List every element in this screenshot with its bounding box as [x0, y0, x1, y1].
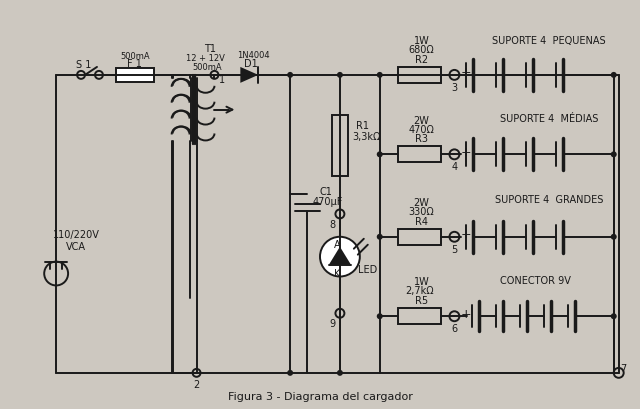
- Text: C1: C1: [320, 187, 333, 197]
- Text: A: A: [333, 239, 340, 249]
- Circle shape: [211, 72, 218, 80]
- Circle shape: [611, 73, 617, 79]
- Text: Figura 3 - Diagrama del cargador: Figura 3 - Diagrama del cargador: [228, 391, 412, 401]
- Circle shape: [449, 150, 460, 160]
- Circle shape: [377, 313, 383, 319]
- Text: F 1: F 1: [127, 59, 142, 69]
- Circle shape: [320, 237, 360, 277]
- Text: 110/220V: 110/220V: [52, 229, 99, 239]
- Circle shape: [449, 71, 460, 81]
- Circle shape: [377, 152, 383, 158]
- Text: 5: 5: [451, 244, 458, 254]
- Circle shape: [44, 262, 68, 286]
- Text: 2: 2: [193, 379, 200, 389]
- Bar: [397, 147, 442, 163]
- Circle shape: [449, 232, 460, 242]
- Text: 500mA: 500mA: [193, 63, 222, 72]
- Text: 470μF: 470μF: [313, 197, 344, 207]
- Text: +: +: [461, 146, 472, 158]
- Bar: [397, 229, 442, 245]
- Bar: [116, 69, 154, 83]
- Circle shape: [287, 73, 293, 79]
- Text: 6: 6: [451, 324, 458, 333]
- Text: VCA: VCA: [66, 241, 86, 251]
- Text: 500mA: 500mA: [120, 52, 150, 61]
- Circle shape: [377, 73, 383, 79]
- Text: 8: 8: [329, 219, 335, 229]
- Circle shape: [611, 234, 617, 240]
- Bar: [397, 308, 442, 324]
- Text: 1N4004: 1N4004: [237, 50, 269, 59]
- Polygon shape: [329, 247, 351, 265]
- Text: SUPORTE 4  PEQUENAS: SUPORTE 4 PEQUENAS: [492, 36, 606, 46]
- Text: CONECTOR 9V: CONECTOR 9V: [500, 276, 570, 286]
- Circle shape: [611, 313, 617, 319]
- Circle shape: [377, 234, 383, 240]
- Text: SUPORTE 4  MÉDIAS: SUPORTE 4 MÉDIAS: [500, 113, 598, 123]
- Circle shape: [449, 312, 460, 321]
- Bar: [397, 68, 442, 83]
- Text: 9: 9: [329, 319, 335, 328]
- Text: R1: R1: [356, 120, 369, 130]
- Circle shape: [335, 210, 344, 219]
- Circle shape: [95, 72, 103, 80]
- Text: +: +: [461, 307, 472, 320]
- Text: K: K: [333, 268, 340, 278]
- Text: D1: D1: [244, 59, 258, 69]
- Text: R3: R3: [415, 134, 428, 144]
- Text: R2: R2: [415, 55, 428, 65]
- Text: +: +: [461, 228, 472, 241]
- Text: 2W: 2W: [413, 198, 429, 207]
- Text: T1: T1: [204, 44, 216, 54]
- Text: 470Ω: 470Ω: [408, 124, 435, 134]
- Text: LED: LED: [358, 264, 378, 274]
- Text: S 1: S 1: [76, 60, 92, 70]
- Text: 3: 3: [451, 83, 458, 92]
- Text: 3,3kΩ: 3,3kΩ: [352, 132, 380, 142]
- Text: 330Ω: 330Ω: [409, 207, 435, 216]
- Text: R4: R4: [415, 216, 428, 226]
- Text: 4: 4: [451, 162, 458, 172]
- Circle shape: [287, 370, 293, 376]
- Text: 12 + 12V: 12 + 12V: [186, 54, 225, 63]
- Text: SUPORTE 4  GRANDES: SUPORTE 4 GRANDES: [495, 195, 603, 204]
- Text: 2,7kΩ: 2,7kΩ: [405, 286, 434, 296]
- Text: +: +: [461, 66, 472, 79]
- Text: 680Ω: 680Ω: [409, 45, 435, 55]
- Polygon shape: [241, 68, 259, 83]
- Circle shape: [614, 368, 623, 378]
- Bar: [332, 115, 348, 177]
- Circle shape: [77, 72, 85, 80]
- Text: 7: 7: [621, 363, 627, 373]
- Text: 1: 1: [220, 75, 225, 85]
- Circle shape: [337, 73, 343, 79]
- Text: 2W: 2W: [413, 115, 429, 125]
- Circle shape: [193, 369, 200, 377]
- Circle shape: [337, 370, 343, 376]
- Text: R5: R5: [415, 296, 428, 306]
- Circle shape: [611, 152, 617, 158]
- Text: 1W: 1W: [413, 36, 429, 46]
- Circle shape: [335, 309, 344, 318]
- Text: 1W: 1W: [413, 277, 429, 287]
